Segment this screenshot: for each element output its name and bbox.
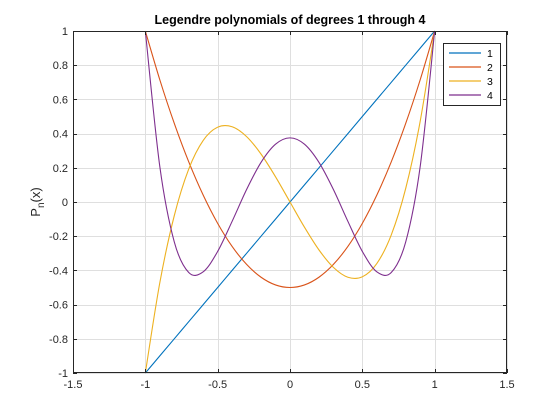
y-tick-label: 0.4 bbox=[53, 129, 68, 141]
x-tick-label: -1.5 bbox=[64, 379, 83, 391]
y-tick-label: 0 bbox=[62, 197, 68, 209]
y-axis-label-subscript: n bbox=[36, 202, 47, 208]
x-tick-label: 0.5 bbox=[355, 379, 370, 391]
tick-layer: -1.5 -1 -0.5 0 0.5 1 1.5-1-0.8-0.6-0.4-0.200.2… bbox=[49, 26, 515, 391]
grid-layer bbox=[73, 31, 508, 374]
y-axis-label-main: P bbox=[28, 208, 43, 217]
y-tick-label: 1 bbox=[62, 26, 68, 38]
y-tick-label: 0.2 bbox=[53, 163, 68, 175]
x-tick-label: -0.5 bbox=[208, 379, 227, 391]
x-tick-label: 0 bbox=[287, 379, 293, 391]
y-tick-label: 0.6 bbox=[53, 94, 68, 106]
series-line-4 bbox=[144, 30, 436, 276]
legend-label-2: 2 bbox=[487, 62, 493, 74]
y-tick-label: -0.6 bbox=[49, 300, 68, 312]
series-line-2 bbox=[144, 30, 436, 289]
y-tick-label: -1 bbox=[58, 368, 68, 380]
x-tick-label: 1.5 bbox=[499, 379, 514, 391]
legend[interactable]: 1 2 3 4 bbox=[443, 43, 501, 106]
y-tick-label: -0.8 bbox=[49, 334, 68, 346]
y-tick-label: 0.8 bbox=[53, 60, 68, 72]
legend-label-4: 4 bbox=[487, 90, 493, 102]
series-layer bbox=[144, 30, 436, 374]
y-tick-label: -0.2 bbox=[49, 231, 68, 243]
y-tick-label: -0.4 bbox=[49, 265, 68, 277]
legend-label-1: 1 bbox=[487, 48, 493, 60]
legend-label-3: 3 bbox=[487, 76, 493, 88]
x-tick-label: 1 bbox=[432, 379, 438, 391]
y-axis-label: Pn(x) bbox=[28, 187, 47, 216]
x-tick-label: -1 bbox=[140, 379, 150, 391]
series-line-3 bbox=[144, 30, 436, 374]
y-axis-label-suffix: (x) bbox=[28, 187, 43, 202]
chart-title: Legendre polynomials of degrees 1 throug… bbox=[155, 13, 426, 27]
